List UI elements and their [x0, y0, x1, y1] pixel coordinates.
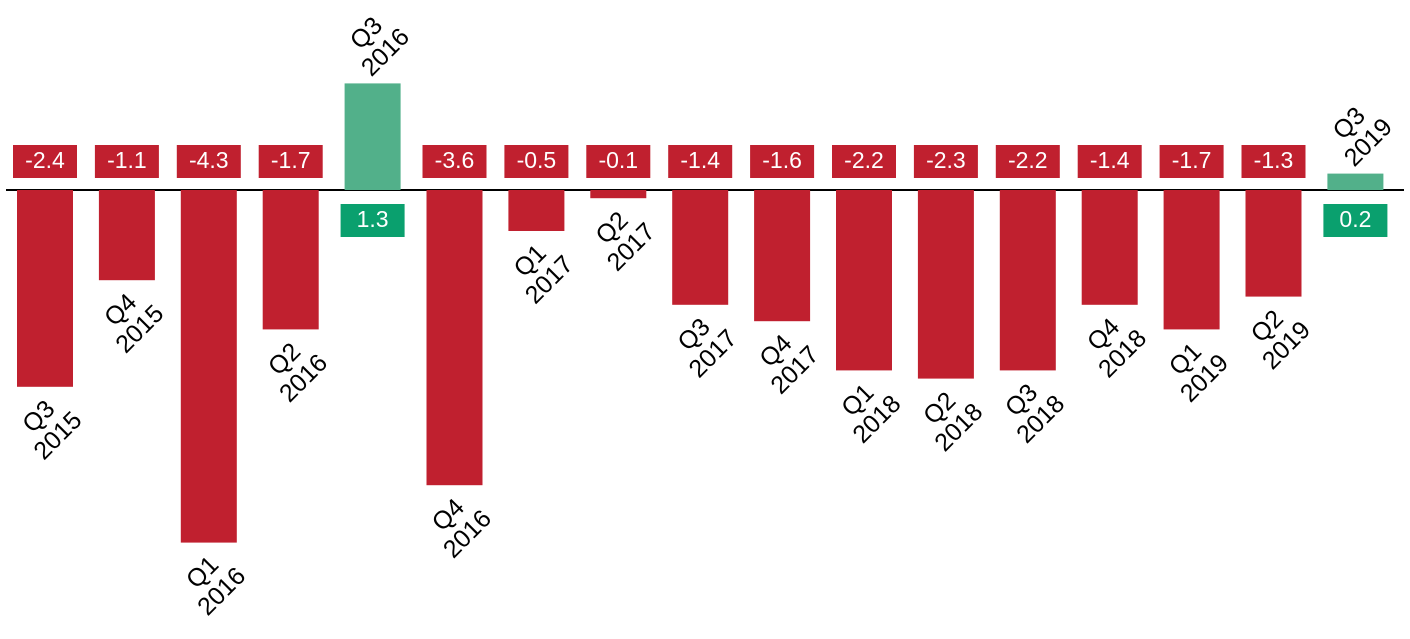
value-label-box: [995, 145, 1060, 178]
value-label: -1.3: [1254, 147, 1294, 173]
value-label-box: [1323, 204, 1388, 237]
bar: [672, 190, 729, 305]
x-tick-label: Q32018: [992, 370, 1070, 448]
x-tick-label: Q12016: [173, 543, 251, 621]
x-tick-label: Q42016: [418, 485, 496, 563]
value-label-box: [913, 145, 978, 178]
bar: [999, 190, 1056, 371]
value-label-box: [504, 145, 569, 178]
value-label-box: [586, 145, 651, 178]
bar: [1081, 190, 1138, 305]
x-tick-label: Q42018: [1074, 305, 1152, 383]
value-label: -1.7: [271, 147, 311, 173]
bar: [17, 190, 73, 387]
value-label: 0.2: [1339, 206, 1371, 232]
x-tick-label: Q12017: [500, 231, 578, 309]
bar: [344, 83, 401, 190]
value-label: -2.3: [926, 147, 966, 173]
value-label-box: [94, 145, 159, 178]
x-tick-label: Q42015: [91, 280, 169, 358]
bar: [754, 190, 811, 322]
value-label: -2.2: [844, 147, 884, 173]
x-tick-label: Q12018: [828, 370, 906, 448]
value-label: -1.6: [762, 147, 802, 173]
value-label-box: [13, 145, 77, 178]
value-label: -4.3: [189, 147, 229, 173]
value-label: -0.1: [598, 147, 638, 173]
bar: [1245, 190, 1302, 297]
bar: [508, 190, 565, 231]
value-label: -1.1: [107, 147, 147, 173]
x-tick-label: Q32017: [664, 305, 742, 383]
value-label-box: [750, 145, 815, 178]
value-label: 1.3: [357, 206, 389, 232]
x-tick-label: Q12019: [1156, 329, 1234, 407]
x-tick-label: Q22018: [910, 379, 988, 457]
x-tick-label: Q22016: [255, 329, 333, 407]
x-tick-label: Q32015: [9, 387, 87, 465]
value-label: -2.4: [25, 147, 65, 173]
x-tick-label: Q42017: [746, 321, 824, 399]
value-label-box: [176, 145, 241, 178]
x-tick-label: Q32016: [337, 3, 415, 81]
value-label-box: [422, 145, 487, 178]
bar: [917, 190, 974, 379]
value-label: -1.4: [1090, 147, 1130, 173]
bar: [1327, 173, 1384, 190]
bar: [1163, 190, 1220, 330]
value-label-box: [340, 204, 405, 237]
bar: [262, 190, 319, 330]
x-tick-label: Q32019: [1319, 94, 1397, 172]
value-label: -2.2: [1008, 147, 1048, 173]
value-label-box: [1241, 145, 1306, 178]
bar: [98, 190, 155, 281]
value-label: -0.5: [517, 147, 557, 173]
bar: [426, 190, 483, 486]
bar: [180, 190, 237, 543]
value-label-box: [832, 145, 896, 178]
x-tick-label: Q22017: [582, 198, 660, 276]
value-label: -3.6: [435, 147, 475, 173]
x-tick-label: Q22019: [1237, 297, 1315, 375]
value-label-box: [1077, 145, 1142, 178]
value-label-box: [668, 145, 733, 178]
value-label: -1.4: [680, 147, 720, 173]
bar: [590, 190, 647, 199]
value-label: -1.7: [1172, 147, 1212, 173]
bar: [836, 190, 892, 371]
value-label-box: [1159, 145, 1224, 178]
value-label-box: [258, 145, 323, 178]
